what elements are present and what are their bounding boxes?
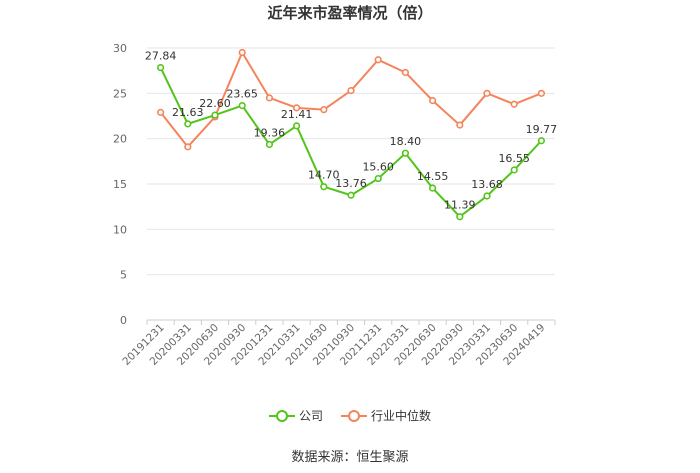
data-label: 15.60 [362,161,394,174]
data-point [157,108,165,116]
series-layer [157,48,546,221]
data-point [429,184,437,192]
data-point [238,48,246,57]
data-point [537,89,546,97]
data-point [456,213,464,221]
legend-label-company: 公司 [298,409,323,423]
legend-item-industry-median[interactable]: 行业中位数 [341,407,431,424]
data-point [347,191,355,199]
data-point [320,183,328,191]
data-point [184,143,192,151]
data-point [510,100,518,108]
data-point [157,63,165,72]
data-label: 21.41 [281,108,313,121]
data-point [401,68,410,77]
legend: 公司 行业中位数 [0,407,700,424]
legend-swatch-industry-median-icon [341,409,367,422]
data-label: 22.60 [199,97,231,110]
data-point [374,174,382,183]
data-point [374,56,382,64]
legend-label-industry-median: 行业中位数 [371,409,432,423]
source-note: 数据来源：恒生聚源 [291,450,409,465]
data-point [238,101,246,110]
data-point [211,111,219,119]
y-tick-label: 0 [120,314,127,327]
grid-layer [147,47,555,321]
data-point [347,87,355,95]
data-label: 11.39 [444,199,476,212]
data-point [265,140,274,149]
chart-title: 近年来市盈率情况（倍） [267,4,433,22]
data-point [429,96,437,105]
y-tick-label: 5 [120,269,127,282]
data-point [265,94,274,102]
data-label: 19.36 [254,126,286,139]
data-label: 27.84 [145,50,177,63]
data-label: 19.77 [526,123,558,136]
y-tick-label: 10 [113,223,127,236]
data-point [320,106,328,114]
y-tick-label: 25 [113,87,127,100]
data-point [293,104,301,112]
data-label: 16.55 [498,152,530,165]
data-point [401,149,410,157]
legend-swatch-company-icon [268,409,295,422]
data-label: 14.55 [417,170,449,183]
data-point [456,121,464,129]
legend-item-company[interactable]: 公司 [268,407,323,424]
data-label: 21.63 [172,106,204,119]
y-tick-label: 15 [113,178,127,191]
data-label: 14.70 [308,169,340,182]
data-point [483,89,491,97]
data-label: 13.68 [471,178,503,191]
data-point [537,137,546,145]
data-point [293,122,301,130]
data-label: 23.65 [226,88,258,101]
data-label: 18.40 [390,135,422,148]
y-tick-label: 30 [113,42,127,55]
data-label: 13.76 [335,177,367,190]
data-point [510,166,518,174]
y-tick-label: 20 [113,133,127,146]
data-point [184,120,192,128]
data-point [483,192,491,200]
